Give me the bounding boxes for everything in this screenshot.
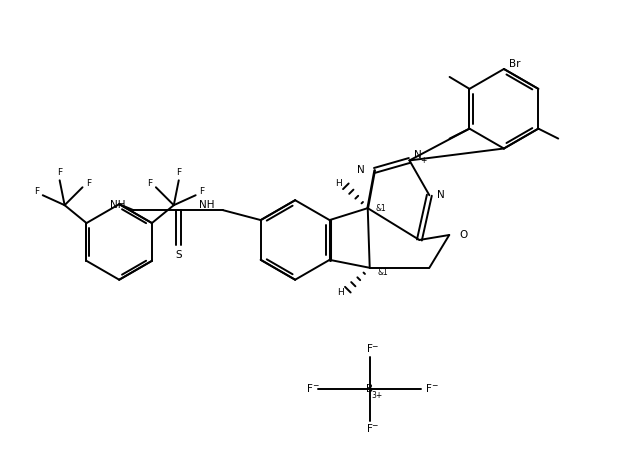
Text: F: F [176, 168, 181, 177]
Text: F: F [86, 179, 91, 188]
Text: H: H [338, 288, 344, 297]
Text: N: N [415, 151, 422, 161]
Text: −: − [372, 342, 378, 351]
Text: F: F [307, 384, 313, 394]
Text: N: N [357, 165, 365, 176]
Text: B: B [366, 384, 374, 394]
Text: −: − [372, 421, 378, 431]
Text: F: F [367, 424, 373, 434]
Text: F: F [34, 187, 39, 196]
Text: O: O [459, 230, 467, 240]
Text: F: F [147, 179, 152, 188]
Text: &1: &1 [376, 204, 386, 212]
Text: +: + [421, 156, 426, 165]
Text: S: S [175, 250, 181, 260]
Text: 3+: 3+ [371, 390, 383, 400]
Text: F: F [426, 384, 432, 394]
Text: N: N [437, 190, 445, 200]
Text: −: − [431, 381, 437, 391]
Text: NH: NH [110, 200, 125, 210]
Text: −: − [312, 381, 318, 391]
Text: F: F [367, 344, 373, 354]
Text: F: F [57, 168, 62, 177]
Text: Br: Br [509, 59, 520, 69]
Text: H: H [336, 179, 342, 188]
Text: NH: NH [199, 200, 215, 210]
Text: F: F [199, 187, 204, 196]
Text: &1: &1 [377, 268, 388, 277]
